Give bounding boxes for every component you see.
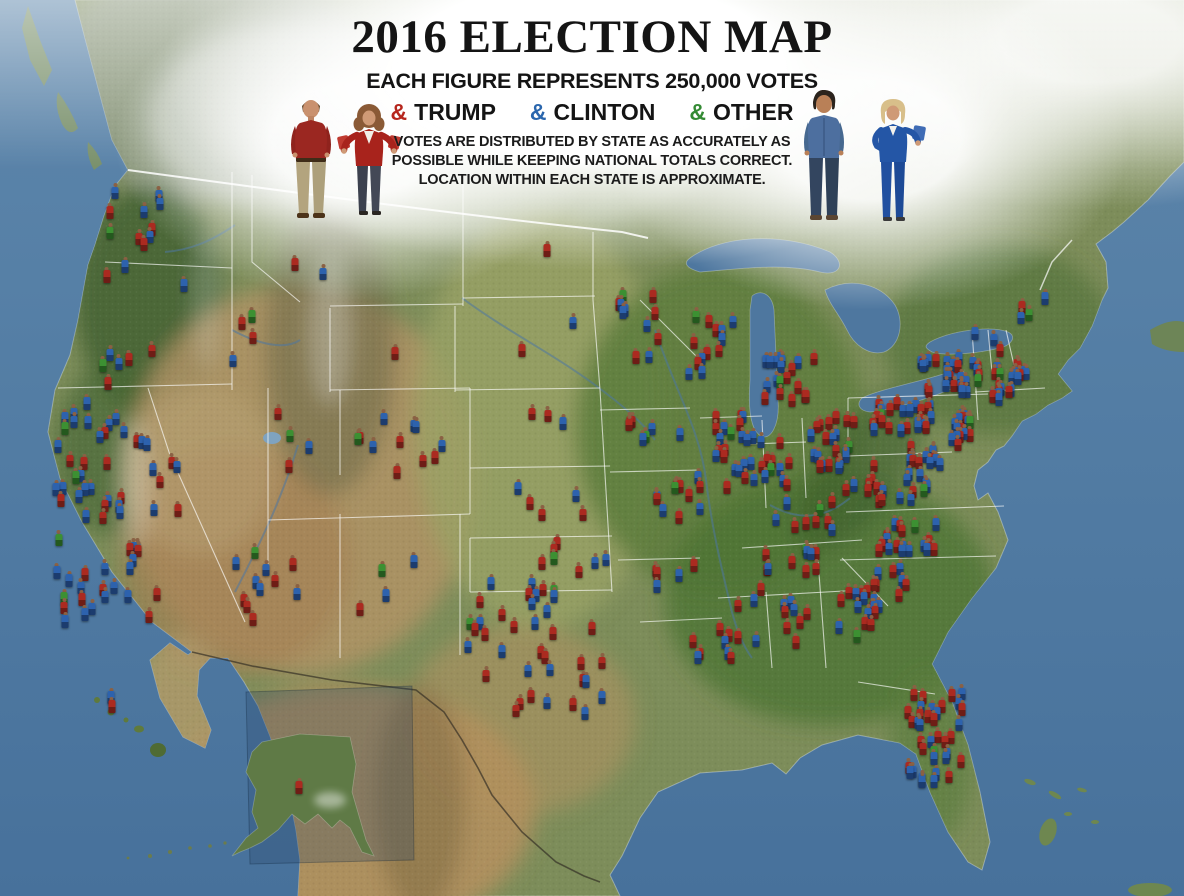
trump-figure-icon: & [390, 98, 408, 125]
legend-label-other: OTHER [712, 98, 794, 125]
note-line-1: VOTES ARE DISTRIBUTED BY STATE AS ACCURA… [393, 133, 791, 150]
other-figure-icon: & [689, 98, 706, 125]
legend-item-trump: & TRUMP [390, 98, 496, 125]
legend-label-trump: TRUMP [414, 98, 496, 125]
bahamas-islands [1024, 778, 1172, 896]
note-line-3: LOCATION WITHIN EACH STATE IS APPROXIMAT… [418, 171, 766, 188]
legend-label-clinton: CLINTON [553, 98, 656, 125]
methodology-note: VOTES ARE DISTRIBUTED BY STATE AS ACCURA… [292, 133, 892, 190]
note-line-2: POSSIBLE WHILE KEEPING NATIONAL TOTALS C… [391, 152, 793, 169]
nova-scotia [1150, 321, 1184, 352]
header: 2016 ELECTION MAP EACH FIGURE REPRESENTS… [292, 14, 892, 190]
legend-item-other: & OTHER [689, 98, 794, 125]
hawaii-islands [94, 697, 166, 757]
great-salt-lake [263, 432, 281, 444]
clinton-figure-icon: & [529, 98, 547, 125]
legend: & TRUMP & CLINTON & OTHER [292, 98, 892, 125]
legend-item-clinton: & CLINTON [529, 98, 656, 125]
page-title: 2016 ELECTION MAP [351, 11, 833, 63]
subtitle: EACH FIGURE REPRESENTS 250,000 VOTES [366, 69, 818, 93]
